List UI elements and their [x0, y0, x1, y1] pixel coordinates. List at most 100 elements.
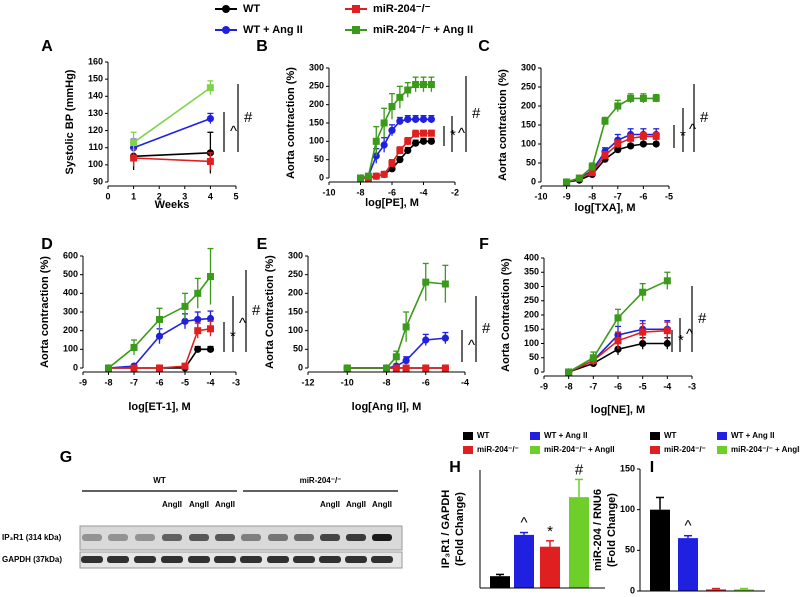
marker [639, 328, 647, 336]
legend-label: miR-204⁻/⁻ + AngII [731, 445, 800, 454]
marker [194, 289, 202, 297]
legend-label: WT + Ang II [544, 431, 587, 440]
x-tick-label: -6 [639, 191, 647, 201]
series-line [133, 152, 211, 158]
significance-label: # [252, 302, 261, 319]
marker [392, 353, 400, 361]
band [268, 534, 288, 541]
marker [639, 339, 647, 348]
panel-label: G [60, 449, 72, 466]
marker [396, 93, 404, 101]
legend-swatch [530, 446, 540, 454]
x-tick-label: -5 [181, 377, 189, 387]
marker [639, 94, 647, 102]
x-tick-label: -6 [422, 377, 430, 387]
band [346, 534, 366, 541]
group-label: WT [153, 476, 166, 485]
marker [402, 364, 410, 372]
y-tick-label: 300 [288, 250, 303, 260]
marker [404, 115, 412, 123]
y-tick-label: 160 [88, 56, 103, 66]
marker [419, 137, 428, 145]
marker [589, 354, 597, 362]
treatment-label: AngII [320, 500, 340, 509]
y-tick-label: 200 [288, 288, 303, 298]
x-tick-label: -10 [341, 377, 354, 387]
marker [156, 315, 163, 323]
band [107, 556, 129, 563]
y-tick-label: 250 [524, 295, 539, 305]
y-axis-label: miR-204 / RNU6 [592, 489, 604, 571]
x-axis-label: log[TXA], M [574, 202, 635, 214]
x-tick-label: 3 [182, 191, 187, 201]
y-tick-label: 400 [524, 252, 539, 262]
significance-label: ^ [458, 125, 465, 142]
x-tick-label: 2 [157, 191, 162, 201]
y-tick-label: 150 [524, 324, 539, 334]
marker [380, 119, 388, 127]
x-tick-label: 4 [208, 191, 213, 201]
marker [396, 147, 404, 154]
treatment-label: AngII [189, 500, 209, 509]
marker [652, 132, 660, 140]
y-tick-label: 100 [521, 138, 536, 148]
y-tick-label: 300 [521, 62, 536, 72]
marker [614, 102, 622, 110]
marker [105, 364, 112, 372]
marker [427, 81, 435, 88]
band [345, 556, 367, 563]
y-tick-label: 200 [521, 100, 536, 110]
marker [419, 115, 428, 123]
x-axis-label: log[NE], M [591, 404, 645, 416]
y-tick-label: 0 [534, 366, 539, 376]
y-tick-label: 500 [63, 269, 78, 279]
marker [206, 114, 214, 123]
marker [402, 356, 410, 365]
marker [663, 339, 671, 348]
y-tick-label: 0 [298, 362, 303, 372]
marker [155, 332, 164, 340]
treatment-label: AngII [162, 500, 182, 509]
marker [575, 174, 583, 182]
legend-label: WT [243, 3, 260, 15]
marker [588, 163, 596, 171]
y-axis-label: Aorta contraction (%) [285, 67, 297, 179]
x-tick-label: -8 [104, 377, 112, 387]
y-tick-label: 120 [88, 125, 103, 135]
marker [402, 323, 410, 331]
marker [627, 142, 635, 150]
legend-swatch [530, 432, 540, 440]
marker [663, 327, 671, 335]
treatment-label: AngII [346, 500, 366, 509]
significance-label: ^ [689, 121, 696, 138]
y-axis-label: Aorta contraction (%) [497, 69, 509, 181]
panel-label: E [257, 236, 268, 253]
marker [404, 137, 412, 145]
marker [181, 317, 189, 325]
marker [412, 130, 420, 138]
marker [601, 117, 609, 125]
treatment-label: AngII [372, 500, 392, 509]
significance-label: # [482, 320, 491, 337]
marker [627, 94, 635, 102]
y-tick-label: 0 [630, 585, 635, 595]
significance-label: # [700, 109, 709, 126]
legend-swatch [717, 432, 727, 440]
y-tick-label: 110 [88, 142, 103, 152]
series-line [360, 118, 432, 179]
legend-label: WT [664, 431, 677, 440]
x-tick-label: -5 [639, 381, 647, 391]
marker [427, 129, 435, 137]
x-tick-label: -4 [461, 377, 469, 387]
band [108, 534, 128, 541]
marker [404, 146, 412, 155]
band [320, 534, 340, 541]
marker [565, 368, 573, 376]
marker [130, 343, 138, 351]
marker [422, 278, 430, 286]
marker [441, 334, 449, 342]
x-tick-label: 1 [131, 191, 136, 201]
marker [383, 364, 390, 372]
y-tick-label: 200 [524, 309, 539, 319]
marker [380, 170, 388, 178]
